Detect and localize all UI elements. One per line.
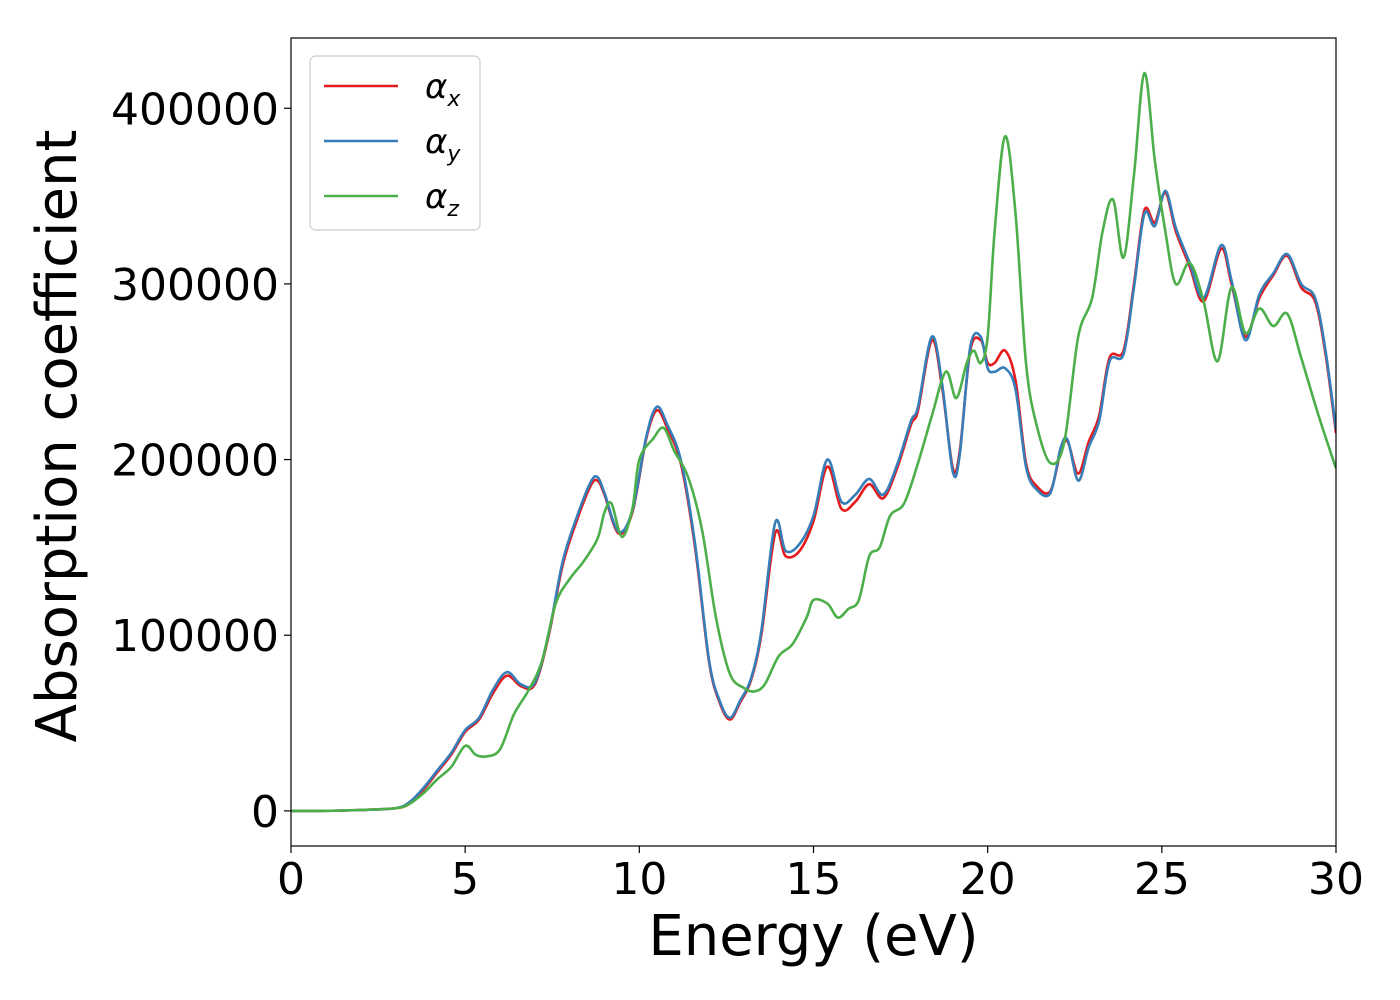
x-tick-label: 15 <box>786 854 842 905</box>
series-line-z <box>291 71 1336 813</box>
x-axis-title: Energy (eV) <box>648 904 978 969</box>
x-tick-label: 10 <box>611 854 667 905</box>
x-axis-ticks: 0 5 10 15 20 25 30 <box>277 846 1364 905</box>
y-axis-ticks: 0 100000 200000 300000 400000 <box>111 84 291 838</box>
x-tick-label: 0 <box>277 854 305 905</box>
y-tick-label: 100000 <box>111 611 279 662</box>
x-tick-label: 30 <box>1308 854 1364 905</box>
y-tick-label: 400000 <box>111 84 279 135</box>
x-tick-label: 20 <box>960 854 1016 905</box>
legend-box <box>309 55 481 231</box>
legend-label-y: αy <box>425 122 461 167</box>
y-tick-label: 0 <box>251 787 279 838</box>
y-tick-label: 200000 <box>111 436 279 487</box>
x-tick-label: 5 <box>451 854 479 905</box>
legend-label-x: αx <box>425 67 461 112</box>
x-tick-label: 25 <box>1134 854 1190 905</box>
series-line-x <box>291 191 1336 813</box>
y-tick-label: 300000 <box>111 260 279 311</box>
series-layer <box>291 71 1336 813</box>
y-axis-title: Absorption coefficient <box>25 130 90 743</box>
